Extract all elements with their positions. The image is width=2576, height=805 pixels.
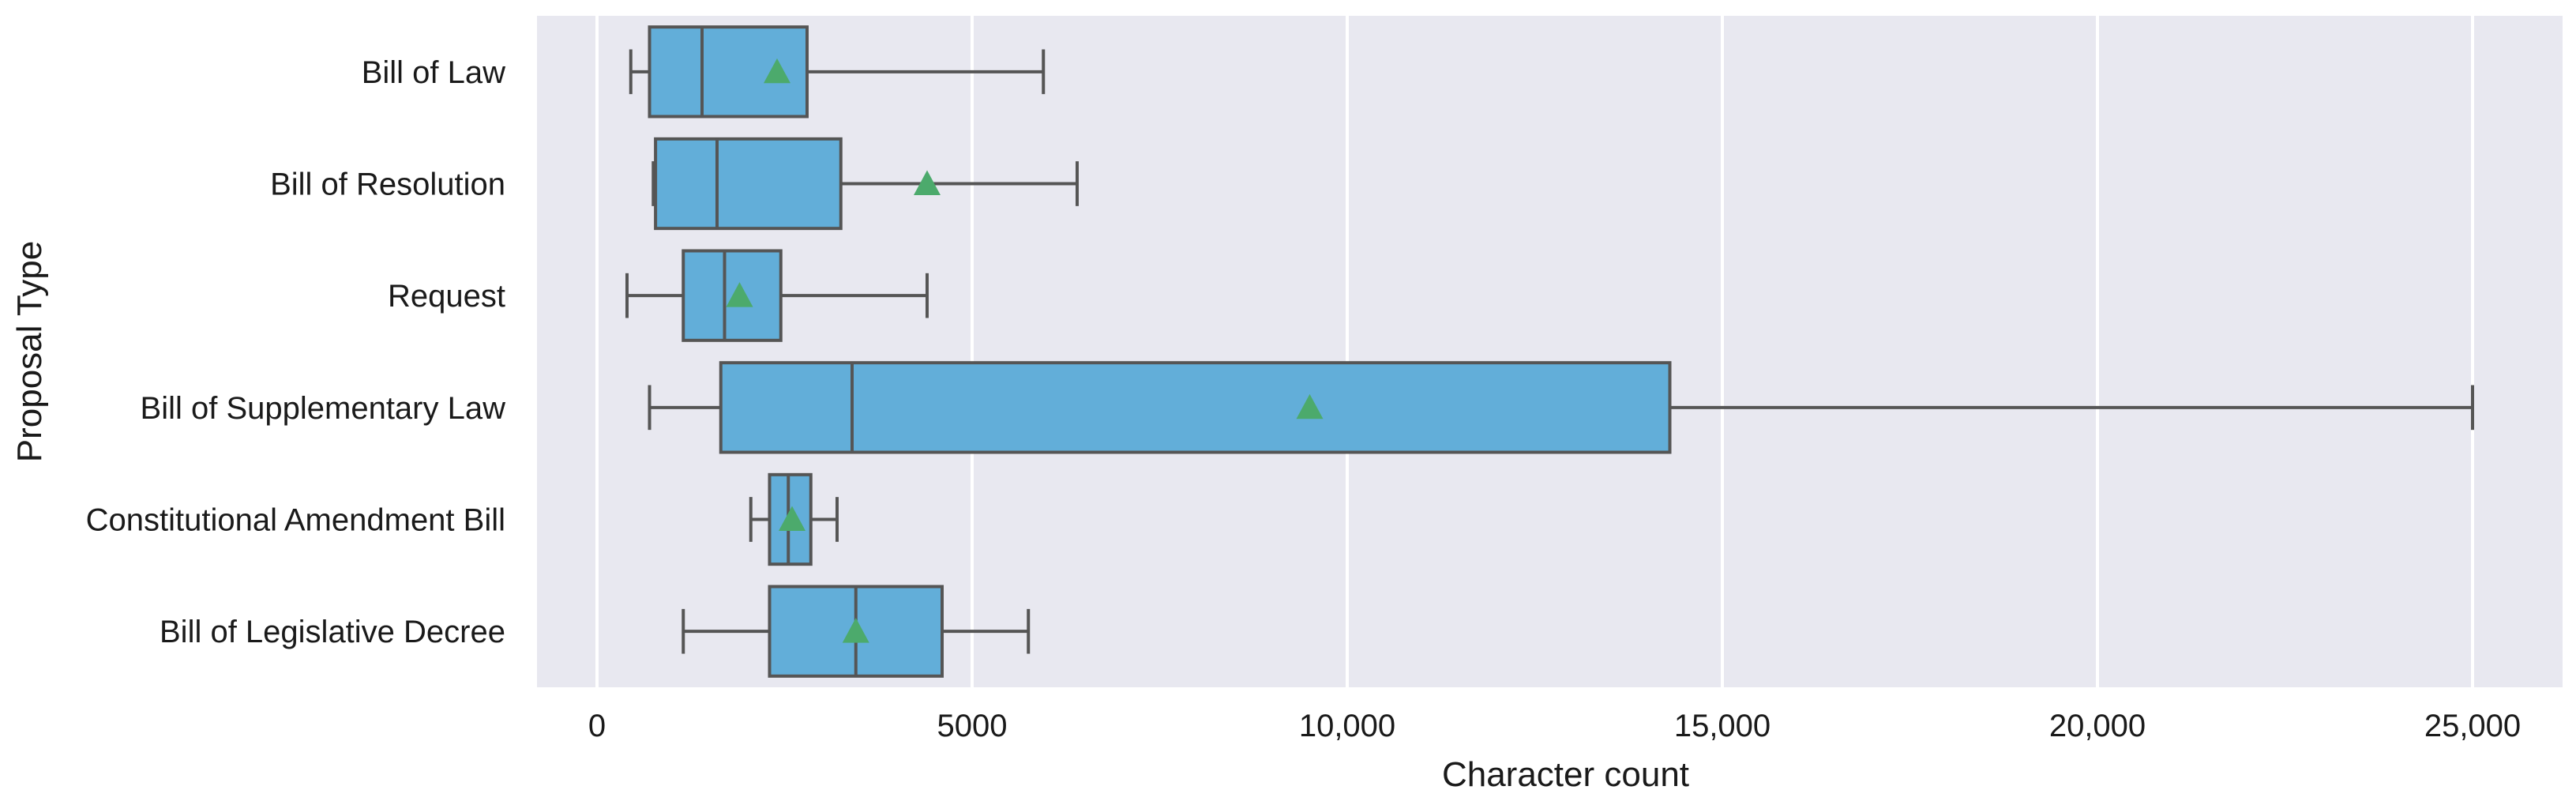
y-tick-label: Bill of Legislative Decree <box>160 615 505 649</box>
y-tick-label: Constitutional Amendment Bill <box>86 503 505 538</box>
mean-marker <box>914 170 941 195</box>
x-tick-label: 5000 <box>937 709 1008 743</box>
x-tick-label: 0 <box>588 709 606 743</box>
mean-marker <box>779 506 805 531</box>
mean-marker <box>764 58 790 84</box>
x-axis-label: Character count <box>1442 755 1689 794</box>
x-tick-label: 15,000 <box>1674 709 1771 743</box>
y-tick-label: Bill of Supplementary Law <box>141 391 506 426</box>
mean-marker <box>1296 393 1324 419</box>
box <box>654 137 843 231</box>
x-tick-label: 10,000 <box>1299 709 1395 743</box>
mean-marker <box>726 282 753 307</box>
y-tick-label: Bill of Resolution <box>270 167 505 202</box>
y-axis-label: Proposal Type <box>10 241 49 462</box>
mean-marker <box>842 618 869 643</box>
y-tick-label: Request <box>388 279 505 314</box>
box <box>682 249 783 342</box>
box <box>719 361 1672 454</box>
x-tick-label: 25,000 <box>2424 709 2521 743</box>
x-tick-label: 20,000 <box>2049 709 2146 743</box>
y-tick-label: Bill of Law <box>362 55 505 90</box>
plot-background <box>537 16 2563 687</box>
